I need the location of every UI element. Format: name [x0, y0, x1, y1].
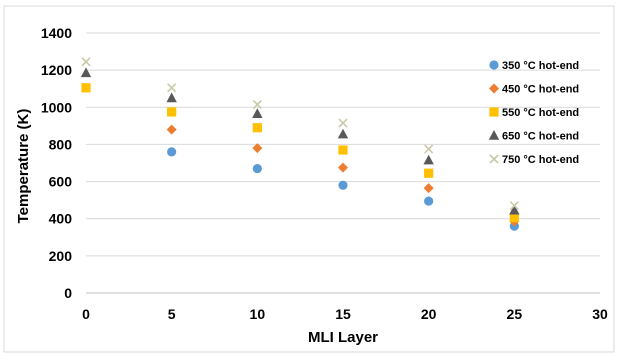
chart-area — [3, 5, 615, 353]
data-point-series-5 — [167, 83, 177, 93]
data-point-series-2 — [423, 183, 434, 194]
data-point-series-3 — [338, 145, 348, 155]
x-tick-label: 25 — [507, 306, 523, 322]
legend-label: 550 °C hot-end — [502, 107, 579, 119]
x-tick-label: 5 — [168, 306, 176, 322]
data-point-series-3 — [167, 107, 177, 117]
data-point-series-3 — [424, 168, 434, 178]
data-point-series-1 — [424, 196, 434, 206]
legend-label: 350 °C hot-end — [502, 60, 579, 72]
data-point-series-5 — [81, 57, 91, 67]
x-tick-label: 20 — [421, 306, 437, 322]
legend-marker — [489, 60, 499, 70]
data-point-series-1 — [338, 180, 348, 190]
data-point-series-1 — [167, 147, 177, 157]
x-tick-label: 10 — [250, 306, 266, 322]
data-point-series-4 — [166, 92, 177, 103]
legend-label: 650 °C hot-end — [502, 131, 579, 143]
x-tick-labels: 0 5 10 15 20 25 30 — [82, 306, 608, 322]
legend-label: 750 °C hot-end — [502, 154, 579, 166]
data-point-series-2 — [166, 124, 177, 135]
data-point-series-2 — [338, 162, 348, 173]
data-point-series-1 — [252, 163, 262, 174]
y-tick-label: 1400 — [41, 25, 72, 41]
x-tick-label: 0 — [82, 306, 90, 322]
data-point-series-5 — [509, 201, 519, 211]
legend: 350 °C hot-end 450 °C hot-end 550 °C hot-e… — [488, 60, 579, 166]
x-tick-label: 30 — [592, 306, 608, 322]
data-point-series-2 — [252, 143, 263, 154]
y-tick-label: 1200 — [41, 62, 72, 78]
legend-label: 450 °C hot-end — [502, 84, 579, 96]
x-axis-title: MLI Layer — [308, 329, 378, 346]
y-tick-labels: 0 200 400 600 800 1000 1200 1400 — [41, 25, 72, 301]
y-tick-label: 1000 — [41, 99, 72, 115]
data-point-series-5 — [252, 99, 262, 110]
legend-marker — [489, 83, 499, 94]
data-point-series-3 — [252, 123, 262, 133]
y-tick-label: 200 — [49, 248, 73, 264]
legend-marker — [489, 154, 499, 164]
data-point-series-3 — [509, 213, 519, 223]
data-point-series-4 — [337, 128, 349, 139]
legend-marker — [488, 130, 500, 140]
data-point-series-4 — [423, 154, 434, 165]
y-tick-label: 600 — [49, 174, 73, 190]
y-axis-title: Temperature (K) — [15, 109, 32, 224]
data-point-series-4 — [509, 204, 520, 215]
y-tick-label: 800 — [49, 136, 73, 152]
data-point-series-4 — [252, 108, 263, 118]
data-point-series-3 — [81, 83, 91, 93]
y-tick-label: 400 — [49, 211, 73, 227]
data-points — [80, 57, 520, 231]
data-point-series-4 — [80, 67, 92, 78]
y-tick-label: 0 — [64, 285, 72, 301]
legend-marker — [489, 107, 499, 117]
data-point-series-5 — [424, 144, 434, 154]
data-point-series-5 — [338, 118, 348, 128]
x-tick-label: 15 — [335, 306, 351, 322]
